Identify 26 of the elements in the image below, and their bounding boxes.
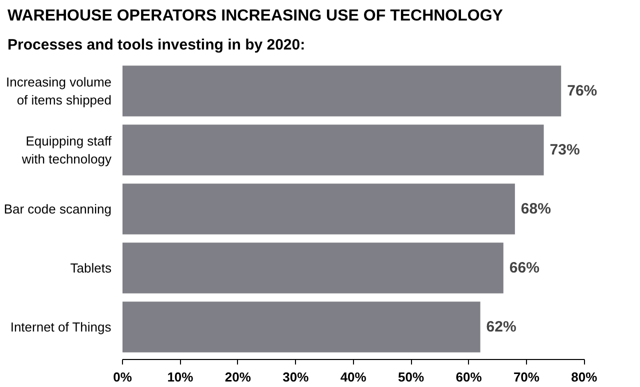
data-label: 68% [520, 200, 551, 218]
x-tick-label: 40% [340, 370, 367, 384]
y-tick-label: Equipping staff with technology [20, 133, 112, 166]
y-tick-label: Bar code scanning [4, 202, 112, 216]
bar [122, 302, 480, 352]
x-tick-label: 80% [571, 370, 598, 384]
data-label: 66% [509, 260, 540, 277]
x-tick-label: 70% [513, 370, 540, 384]
x-tick-label: 30% [282, 370, 310, 384]
chart-subtitle: Processes and tools investing in by 2020: [8, 36, 306, 54]
x-tick-label: 20% [224, 370, 252, 384]
data-label: 62% [486, 318, 516, 336]
y-tick-label: Internet of Things [10, 320, 112, 335]
data-label: 73% [550, 141, 580, 158]
data-label: 76% [567, 82, 598, 100]
x-tick-label: 50% [398, 370, 424, 384]
y-tick-label: Increasing volume of items shipped [6, 74, 112, 108]
bar [122, 124, 544, 176]
chart-title: WAREHOUSE OPERATORS INCREASING USE OF TECHNOLOGY [8, 8, 504, 24]
x-tick-label: 60% [456, 370, 482, 384]
x-tick-label: 10% [167, 370, 194, 384]
y-tick-label: Tablets [70, 260, 112, 276]
bar [122, 184, 515, 234]
bar [122, 242, 504, 294]
x-tick-label: 0% [113, 370, 132, 384]
bar [122, 66, 562, 116]
